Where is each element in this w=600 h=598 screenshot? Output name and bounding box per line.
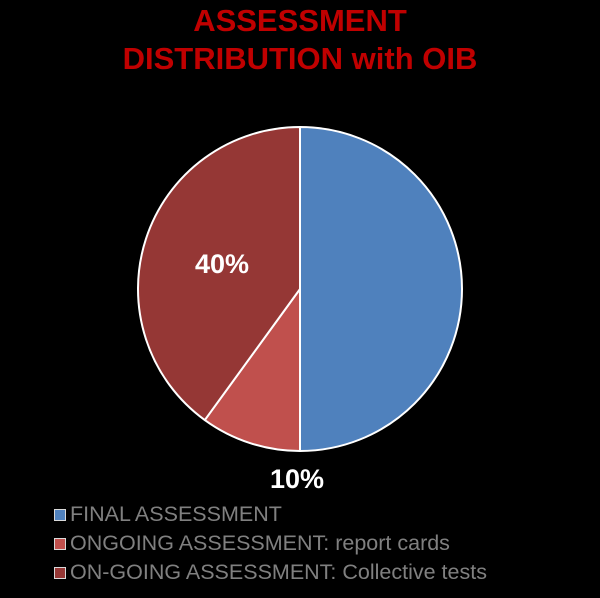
legend-swatch: [54, 508, 66, 521]
legend-label: ONGOING ASSESSMENT: report cards: [70, 531, 450, 555]
legend-item-on-going-assessment-collective-tests: ON-GOING ASSESSMENT: Collective tests: [54, 558, 487, 587]
pie-slice-ongoing-assessment-report-cards: [203, 288, 301, 452]
legend-swatch: [54, 537, 66, 550]
legend-label: FINAL ASSESSMENT: [70, 502, 282, 526]
chart-title-line-2: DISTRIBUTION with OIB: [122, 41, 478, 76]
data-label-on-going-assessment-collective-tests: 40%: [195, 249, 249, 279]
legend-label: ON-GOING ASSESSMENT: Collective tests: [70, 560, 487, 584]
pie-slice-final-assessment: [299, 126, 463, 452]
legend-item-final-assessment: FINAL ASSESSMENT: [54, 500, 487, 529]
pie-slices: [137, 126, 463, 452]
chart-title: ASSESSMENT DISTRIBUTION with OIB: [0, 2, 600, 78]
legend-swatch: [54, 566, 66, 579]
data-label-ongoing-assessment-report-cards: 10%: [270, 464, 324, 494]
legend-item-ongoing-assessment-report-cards: ONGOING ASSESSMENT: report cards: [54, 529, 487, 558]
chart-legend: FINAL ASSESSMENT ONGOING ASSESSMENT: repo…: [54, 500, 487, 587]
chart-title-line-1: ASSESSMENT: [193, 3, 407, 38]
pie-slice-on-going-assessment-collective-tests: [137, 126, 301, 422]
pie-data-labels: 10% 40%: [195, 249, 324, 494]
